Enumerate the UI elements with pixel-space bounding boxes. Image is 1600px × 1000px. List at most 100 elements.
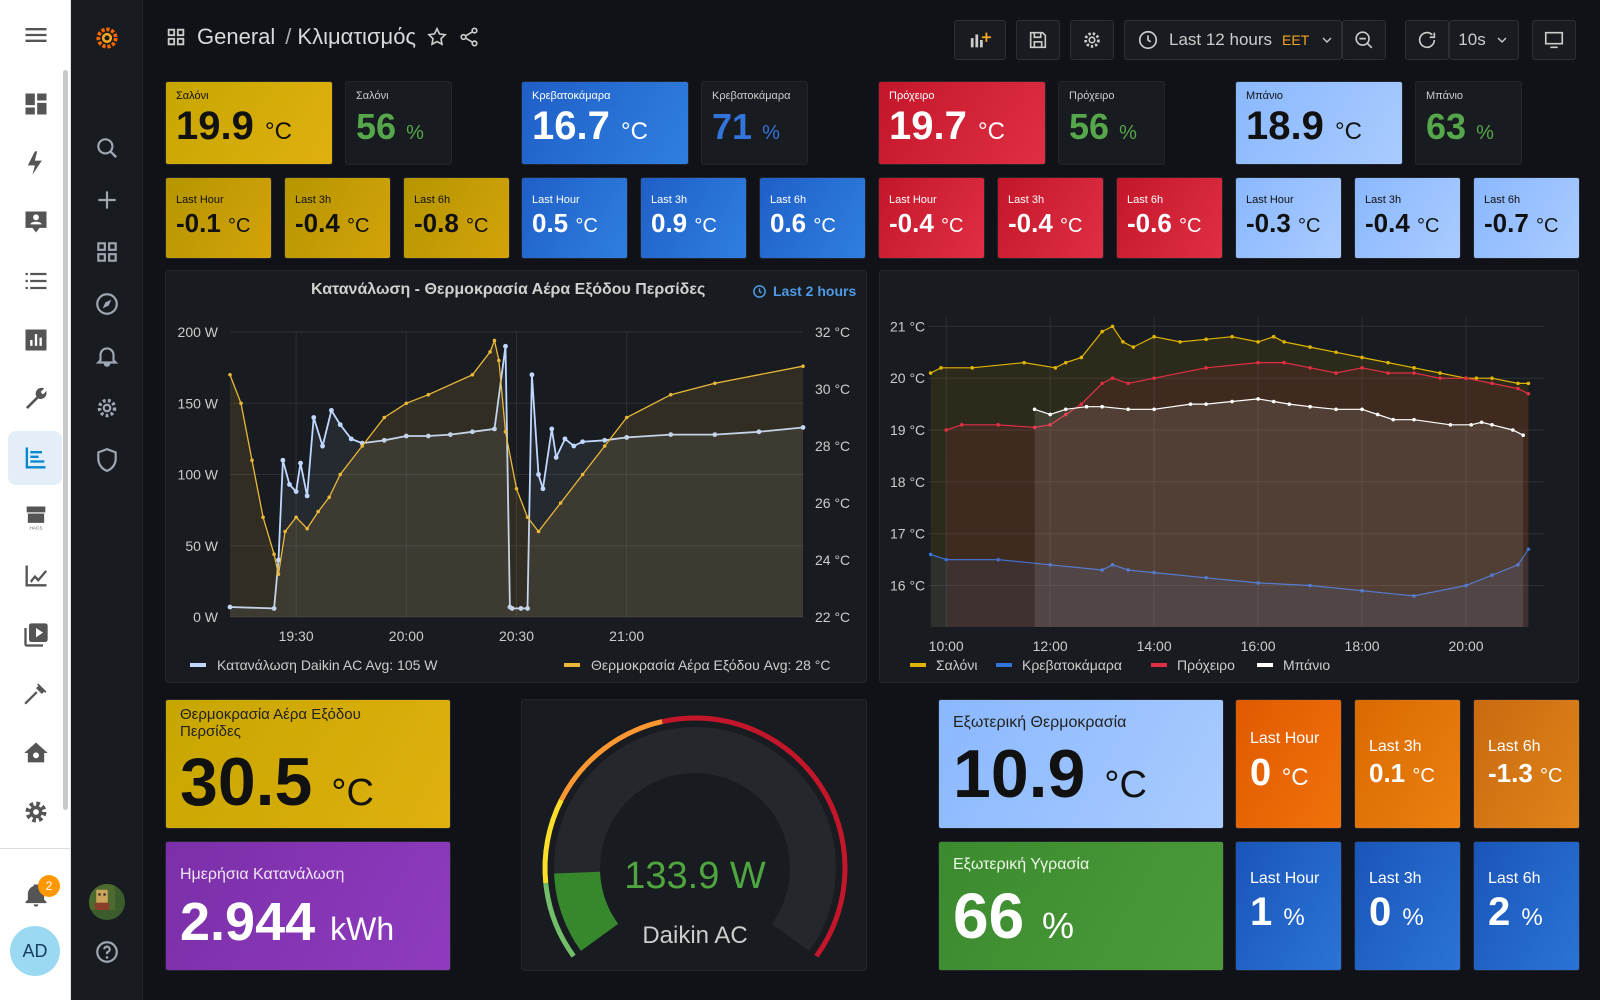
room-humidity-panel[interactable]: Πρόχειρο 56 % [1058, 81, 1165, 165]
room-delta-panel[interactable]: Last 6h 0.6 °C [759, 177, 866, 259]
room-temperatures-chart-panel[interactable]: 16 °C 17 °C 18 °C 19 °C 20 °C 21 °C 10:00 12:00… [879, 270, 1579, 683]
delta-value: -0.4 °C [889, 208, 964, 238]
room-temp-panel[interactable]: Κρεβατοκάμαρα 16.7 °C [521, 81, 689, 165]
y-left-tick-label: 200 W [178, 324, 219, 340]
delta-label: Last 3h [1369, 738, 1422, 755]
folder-link[interactable]: General [197, 24, 276, 49]
shield-icon[interactable] [71, 440, 143, 480]
logbook-icon[interactable] [0, 254, 71, 308]
room-humidity-panel[interactable]: Μπάνιο 63 % [1415, 81, 1522, 165]
energy-icon[interactable] [0, 136, 71, 190]
data-point [1334, 350, 1338, 355]
daikin-gauge-panel[interactable]: 133.9 W Daikin AC [521, 699, 867, 971]
room-delta-panel[interactable]: Last 6h -0.7 °C [1473, 177, 1580, 259]
search-icon[interactable] [71, 128, 143, 168]
person-card-icon[interactable] [0, 195, 71, 249]
user-avatar-image[interactable] [89, 884, 125, 920]
data-point [1084, 404, 1089, 409]
hacs-icon[interactable]: HACS [0, 490, 71, 544]
data-point [518, 606, 524, 611]
help-icon[interactable] [71, 932, 143, 972]
sidebar-scrollbar[interactable] [63, 70, 68, 810]
consumption-chart-panel[interactable]: Κατανάλωση - Θερμοκρασία Αέρα Εξόδου Περ… [165, 270, 867, 683]
room-temperatures-chart: 16 °C 17 °C 18 °C 19 °C 20 °C 21 °C 10:00 12:00… [890, 316, 1544, 673]
room-delta-panel[interactable]: Last 6h -0.6 °C [1116, 177, 1223, 259]
refresh-button[interactable] [1405, 20, 1449, 60]
data-point [1464, 583, 1468, 588]
room-delta-panel[interactable]: Last 6h -0.8 °C [403, 177, 510, 259]
outdoor-temp-delta-panel[interactable]: Last 6h -1.3 °C [1473, 699, 1580, 829]
outdoor-humidity-delta-panel[interactable]: Last Hour 1 % [1235, 841, 1342, 971]
gauge-value-arc [554, 870, 619, 951]
explore-icon[interactable] [71, 284, 143, 324]
alert-icon[interactable] [71, 336, 143, 376]
user-avatar[interactable]: AD [10, 926, 60, 976]
room-delta-panel[interactable]: Last Hour -0.3 °C [1235, 177, 1342, 259]
share-icon[interactable] [458, 26, 480, 48]
save-button[interactable] [1016, 20, 1060, 60]
gear-icon[interactable] [71, 388, 143, 428]
room-delta-panel[interactable]: Last Hour 0.5 °C [521, 177, 628, 259]
plus-icon[interactable] [71, 180, 143, 220]
room-humidity-title: Κρεβατοκάμαρα [712, 90, 791, 102]
home-settings-icon[interactable] [0, 726, 71, 780]
outdoor-temp-title: Εξωτερική Θερμοκρασία [953, 714, 1127, 731]
media-icon[interactable] [0, 608, 71, 662]
room-delta-panel[interactable]: Last 3h -0.4 °C [284, 177, 391, 259]
grafana-logo-icon[interactable] [71, 18, 143, 58]
data-point [1334, 407, 1338, 412]
room-delta-panel[interactable]: Last 3h 0.9 °C [640, 177, 747, 259]
delta-label: Last Hour [1246, 194, 1294, 206]
gauge-track [554, 727, 836, 951]
settings-icon[interactable] [0, 785, 71, 839]
menu-icon[interactable] [0, 8, 71, 62]
room-delta-panel[interactable]: Last Hour -0.4 °C [878, 177, 985, 259]
room-humidity-value: 56 % [1069, 106, 1137, 147]
data-point [1516, 563, 1520, 567]
data-point [1464, 376, 1468, 380]
tv-mode-button[interactable] [1532, 20, 1576, 60]
room-humidity-panel[interactable]: Σαλόνι 56 % [345, 81, 452, 165]
outdoor-humidity-panel[interactable]: Εξωτερική Υγρασία 66 % [938, 841, 1224, 971]
room-temp-panel[interactable]: Σαλόνι 19.9 °C [165, 81, 333, 165]
series-area [230, 346, 803, 617]
data-point [1121, 340, 1125, 344]
history-icon[interactable] [0, 313, 71, 367]
data-point [1490, 423, 1494, 427]
room-humidity-panel[interactable]: Κρεβατοκάμαρα 71 % [701, 81, 808, 165]
room-delta-panel[interactable]: Last Hour -0.1 °C [165, 177, 272, 259]
grafana-nav-icon[interactable] [8, 431, 62, 485]
outlet-temp-panel[interactable]: Θερμοκρασία Αέρα Εξόδου Περσίδες 30.5 °C [165, 699, 451, 829]
delta-value: 0 °C [1250, 752, 1309, 794]
gauge-value: 133.9 W [624, 855, 766, 897]
outdoor-humidity-delta-panel[interactable]: Last 3h 0 % [1354, 841, 1461, 971]
add-panel-button[interactable] [954, 20, 1006, 60]
time-picker[interactable]: Last 12 hours EET [1124, 20, 1342, 60]
y-left-tick-label: 100 W [178, 467, 219, 483]
outdoor-humidity-delta-panel[interactable]: Last 6h 2 % [1473, 841, 1580, 971]
room-delta-panel[interactable]: Last 3h -0.4 °C [997, 177, 1104, 259]
tools-icon[interactable] [0, 372, 71, 426]
room-temp-panel[interactable]: Πρόχειρο 19.7 °C [878, 81, 1046, 165]
outdoor-temp-delta-panel[interactable]: Last Hour 0 °C [1235, 699, 1342, 829]
daily-consumption-panel[interactable]: Ημερήσια Κατανάλωση 2.944 kWh [165, 841, 451, 971]
daily-consumption-value: 2.944 kWh [180, 892, 395, 952]
breadcrumb-separator: / [285, 24, 292, 49]
outdoor-temp-panel[interactable]: Εξωτερική Θερμοκρασία 10.9 °C [938, 699, 1224, 829]
hammer-icon[interactable] [0, 667, 71, 721]
refresh-interval-picker[interactable]: 10s [1449, 20, 1519, 60]
dashboards-icon[interactable] [71, 232, 143, 272]
dashboard-title[interactable]: Κλιματισμός [297, 24, 417, 49]
room-temp-panel[interactable]: Μπάνιο 18.9 °C [1235, 81, 1403, 165]
room-delta-panel[interactable]: Last 3h -0.4 °C [1354, 177, 1461, 259]
data-point [305, 526, 309, 531]
dashboard-settings-button[interactable] [1070, 20, 1114, 60]
star-icon[interactable] [426, 26, 448, 48]
chart-icon[interactable] [0, 549, 71, 603]
notifications-icon[interactable] [0, 868, 71, 922]
data-point [1152, 376, 1156, 380]
outdoor-temp-delta-panel[interactable]: Last 3h 0.1 °C [1354, 699, 1461, 829]
zoom-out-button[interactable] [1342, 20, 1386, 60]
data-point [959, 423, 964, 427]
overview-icon[interactable] [0, 77, 71, 131]
